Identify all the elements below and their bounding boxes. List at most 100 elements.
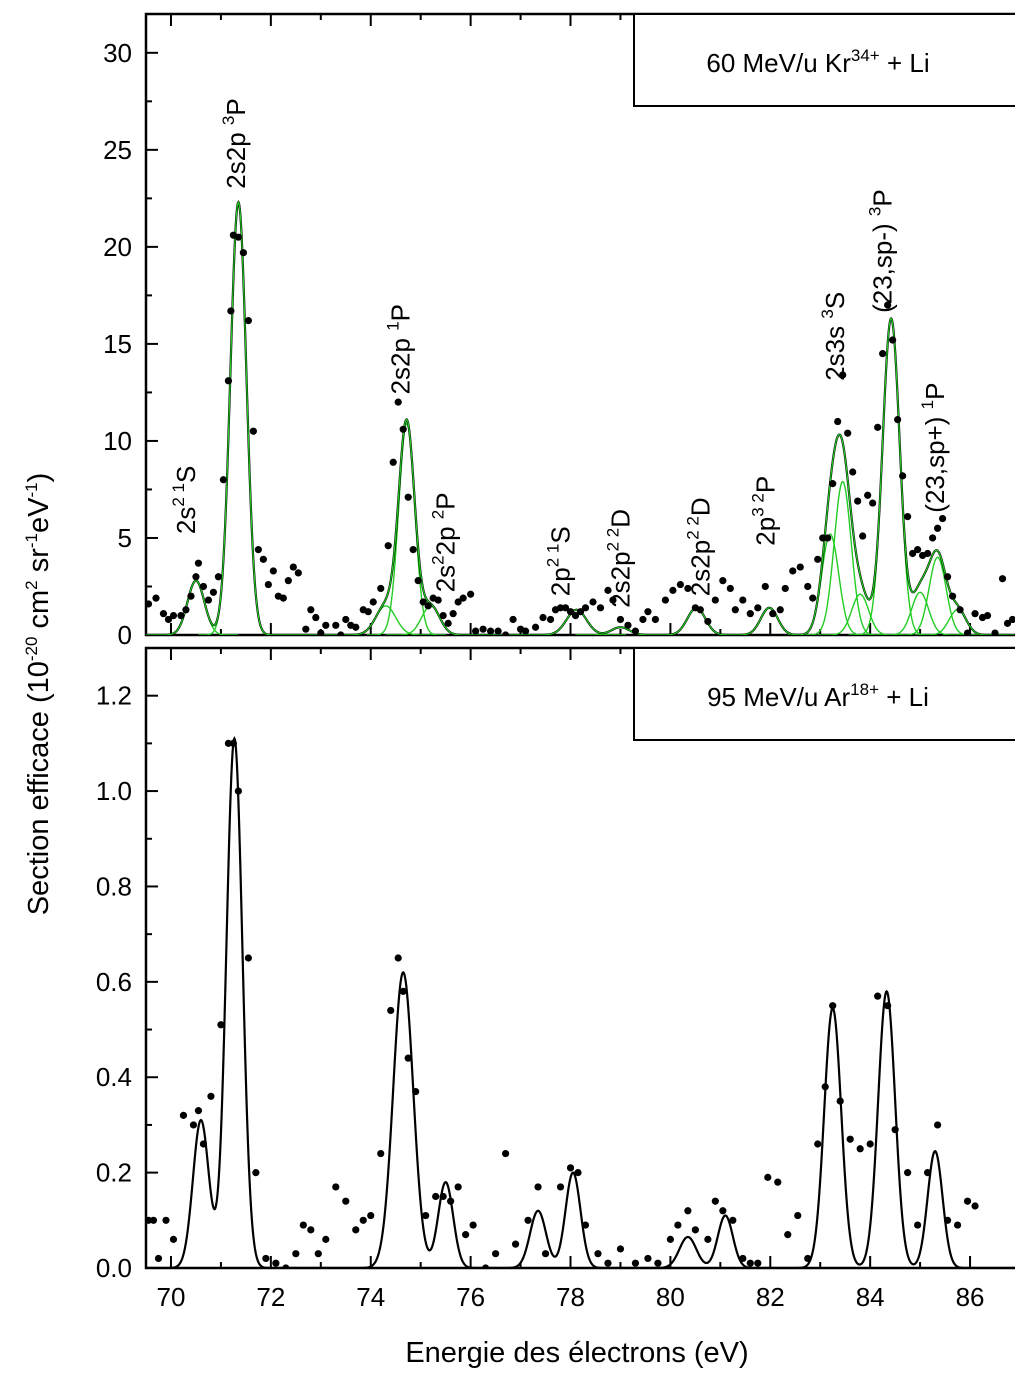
data-point <box>404 1054 412 1062</box>
data-point <box>933 1121 942 1129</box>
label-part: 3 2 <box>748 493 767 517</box>
data-point <box>472 627 480 635</box>
data-point <box>836 1097 844 1105</box>
fit-component-8 <box>726 607 812 635</box>
data-point <box>596 604 605 612</box>
data-point <box>561 604 570 612</box>
data-point <box>909 549 917 558</box>
data-point <box>764 1173 772 1181</box>
data-point <box>312 613 320 622</box>
label-part: 2s <box>431 565 461 592</box>
data-point <box>252 1169 260 1177</box>
data-point <box>874 992 882 1000</box>
data-point <box>819 534 827 542</box>
data-point <box>394 954 402 962</box>
peak-label-2p2-1S: 2p2 1S <box>544 526 576 596</box>
data-point <box>849 468 857 476</box>
data-point <box>169 611 178 620</box>
data-point <box>217 1021 225 1029</box>
data-point <box>854 497 862 505</box>
data-point <box>914 546 922 554</box>
x-tick-label: 80 <box>656 1282 685 1312</box>
data-point <box>866 1140 874 1148</box>
data-point <box>731 606 739 614</box>
data-point <box>789 567 797 575</box>
data-point <box>899 472 907 480</box>
data-point <box>177 611 185 620</box>
data-point <box>322 621 330 629</box>
y-tick-label-top: 5 <box>118 523 132 553</box>
fit-component-1 <box>198 200 278 635</box>
label-part: 2 2 <box>683 516 702 540</box>
data-point <box>644 1254 652 1263</box>
data-point <box>434 596 442 604</box>
data-point <box>149 1216 158 1224</box>
label-part: 2 <box>429 510 448 519</box>
data-point <box>234 787 242 795</box>
data-point <box>439 611 447 620</box>
data-point <box>539 613 547 622</box>
data-point <box>963 1197 972 1205</box>
data-point <box>674 1221 682 1229</box>
x-axis-title: Energie des électrons (eV) <box>405 1337 748 1369</box>
data-point <box>804 582 812 591</box>
label-part: -1 <box>22 533 41 548</box>
data-point <box>424 602 432 610</box>
data-point <box>509 615 517 624</box>
legend-box-bottom <box>633 647 1015 741</box>
label-part: 3 <box>219 116 238 125</box>
label-part: 2s2p <box>606 551 636 607</box>
data-point <box>154 1254 163 1263</box>
data-point <box>879 350 887 358</box>
data-point <box>754 1259 762 1267</box>
x-tick-label: 74 <box>356 1282 385 1312</box>
data-point <box>631 627 640 635</box>
data-point <box>249 427 257 435</box>
data-point <box>794 1211 802 1220</box>
data-point <box>796 563 804 571</box>
data-point <box>377 584 385 593</box>
data-point <box>661 596 670 604</box>
y-tick-label-top: 15 <box>103 329 132 359</box>
data-point <box>289 563 297 571</box>
data-point <box>332 621 340 629</box>
plot-area-top <box>146 200 1015 635</box>
label-part: ) <box>23 473 55 483</box>
data-point <box>414 577 422 585</box>
y-tick-label-top: 0 <box>118 620 132 650</box>
data-point <box>953 1221 962 1229</box>
label-part: + Li <box>879 682 929 712</box>
label-part: S <box>546 526 576 543</box>
data-point <box>269 567 277 575</box>
data-point <box>454 1183 462 1191</box>
data-point <box>814 555 822 563</box>
data-point <box>804 1254 812 1263</box>
y-tick-label-top: 30 <box>103 38 132 68</box>
data-point <box>669 586 677 594</box>
data-point <box>884 1002 892 1010</box>
data-point <box>844 429 852 437</box>
data-point <box>616 615 625 624</box>
data-point <box>624 621 632 629</box>
label-part: 1 <box>384 321 403 330</box>
data-point <box>541 1250 550 1258</box>
data-point <box>189 1121 198 1129</box>
data-point <box>244 317 252 325</box>
x-tick-label: 82 <box>756 1282 785 1312</box>
label-part: 2 2 <box>604 528 623 552</box>
data-point <box>948 592 957 600</box>
data-point <box>991 629 999 635</box>
label-part: 3 <box>866 207 885 216</box>
peak-label-2p3-2P: 2p3 2P <box>748 476 780 546</box>
data-point <box>864 491 872 499</box>
data-point <box>146 600 153 608</box>
data-point <box>666 1235 675 1243</box>
data-point <box>302 625 310 633</box>
peak-label-2s2p-3P: 2s2p 3P <box>219 98 251 188</box>
panel-bottom: 0.0 0.2 0.4 0.6 0.8 1.0 1.2 95 MeV/u Ar18+ + Li <box>96 646 1015 1283</box>
data-point <box>726 584 734 593</box>
fit-component-7 <box>651 607 741 635</box>
data-point <box>469 1221 477 1229</box>
data-point <box>444 619 452 627</box>
